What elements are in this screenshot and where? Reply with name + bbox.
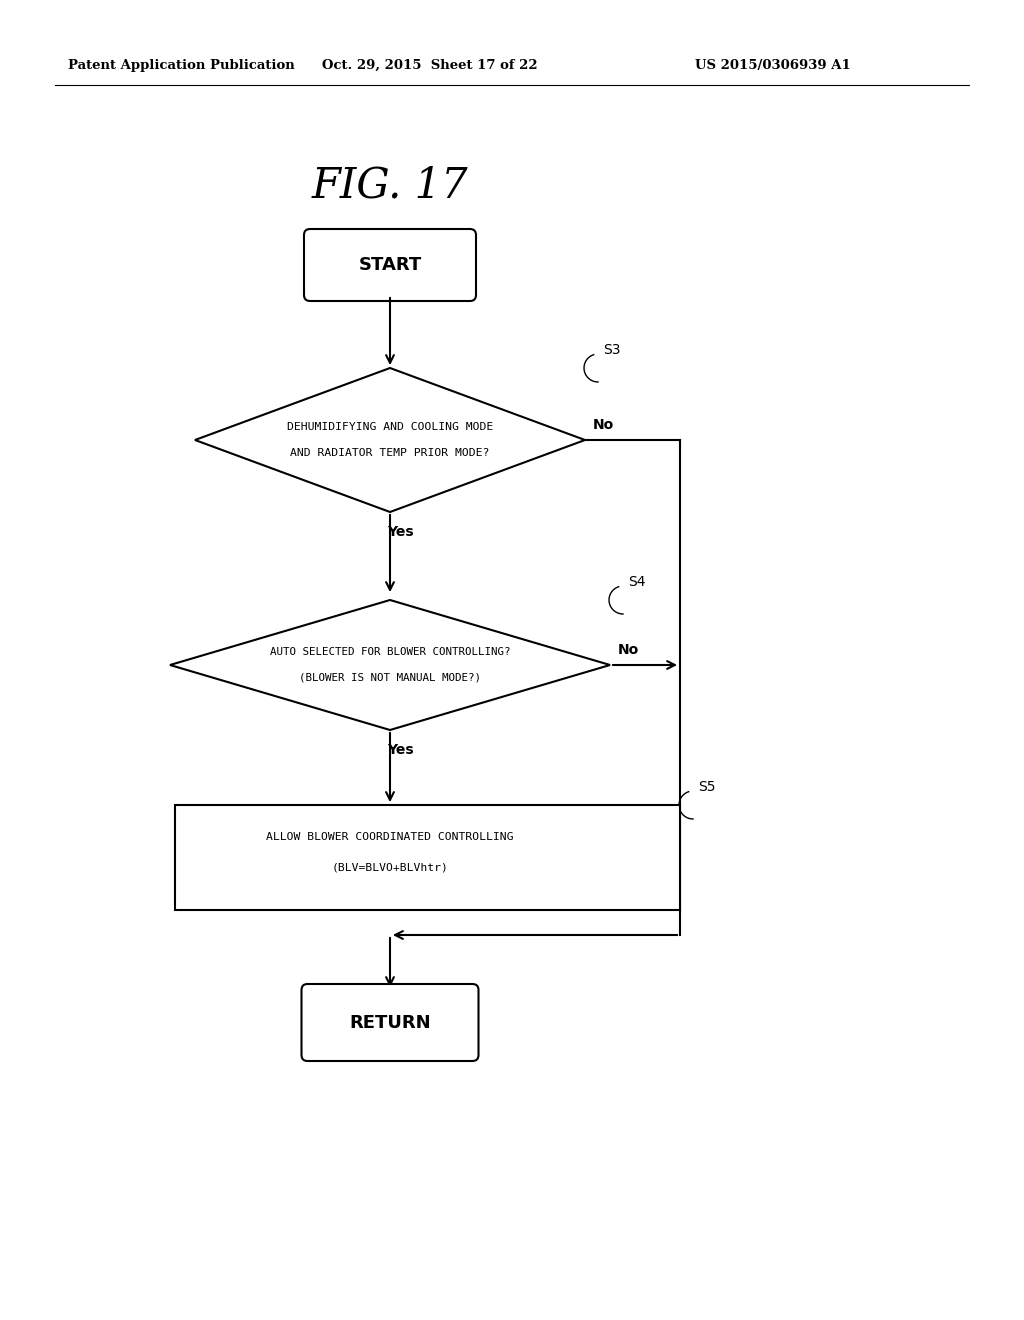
Text: S3: S3 [603,343,621,356]
Text: No: No [593,418,614,432]
Text: Oct. 29, 2015  Sheet 17 of 22: Oct. 29, 2015 Sheet 17 of 22 [323,58,538,71]
FancyBboxPatch shape [304,228,476,301]
Text: Patent Application Publication: Patent Application Publication [68,58,295,71]
Text: (BLOWER IS NOT MANUAL MODE?): (BLOWER IS NOT MANUAL MODE?) [299,673,481,682]
Text: AND RADIATOR TEMP PRIOR MODE?: AND RADIATOR TEMP PRIOR MODE? [291,447,489,458]
Text: Yes: Yes [387,525,414,539]
FancyBboxPatch shape [301,983,478,1061]
Text: Yes: Yes [387,743,414,756]
Text: S5: S5 [698,780,716,795]
Text: DEHUMIDIFYING AND COOLING MODE: DEHUMIDIFYING AND COOLING MODE [287,422,494,432]
Text: No: No [618,643,639,657]
Text: FIG. 17: FIG. 17 [311,164,468,206]
Text: US 2015/0306939 A1: US 2015/0306939 A1 [695,58,851,71]
Text: AUTO SELECTED FOR BLOWER CONTROLLING?: AUTO SELECTED FOR BLOWER CONTROLLING? [269,647,510,657]
FancyBboxPatch shape [175,805,680,909]
Text: START: START [358,256,422,275]
Text: S4: S4 [628,576,645,589]
Polygon shape [195,368,585,512]
Text: RETURN: RETURN [349,1014,431,1031]
Polygon shape [170,601,610,730]
Text: (BLV=BLVO+BLVhtr): (BLV=BLVO+BLVhtr) [332,862,449,873]
Text: ALLOW BLOWER COORDINATED CONTROLLING: ALLOW BLOWER COORDINATED CONTROLLING [266,832,514,842]
